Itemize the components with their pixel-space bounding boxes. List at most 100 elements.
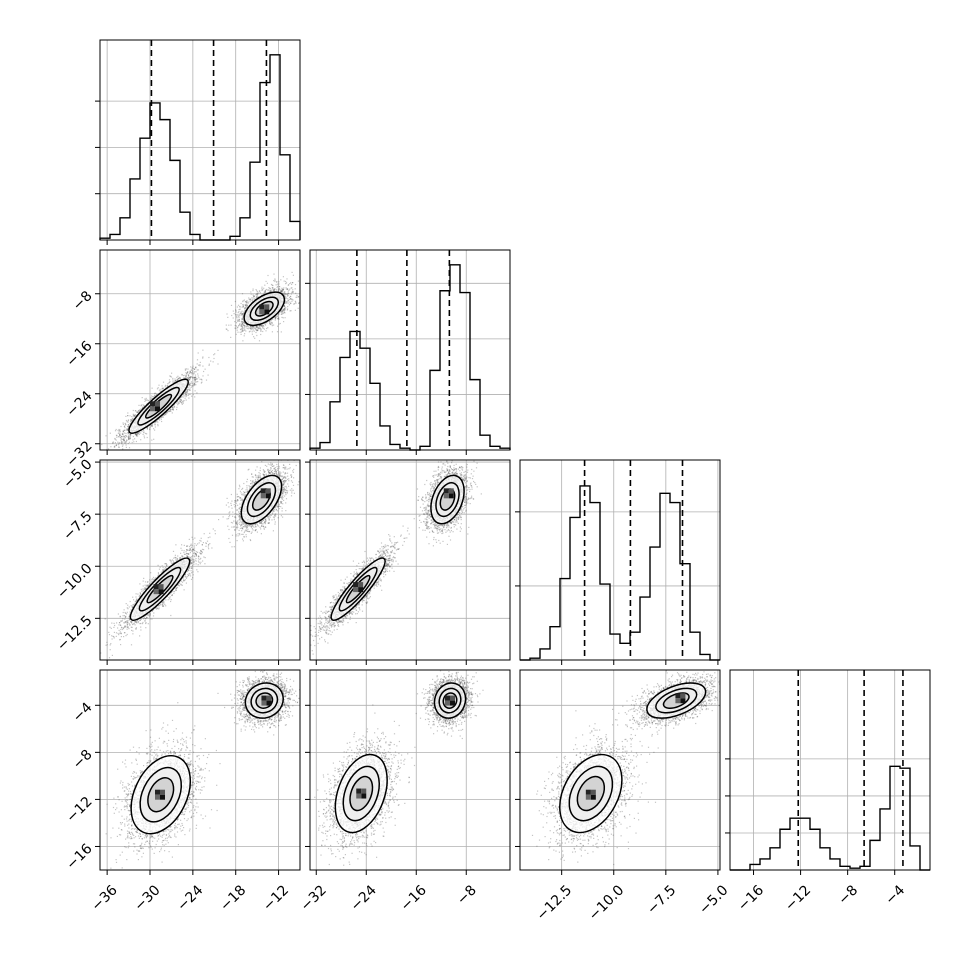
sample-point [283,287,284,288]
sample-point [289,297,290,298]
sample-point [185,370,186,371]
sample-point [240,332,241,333]
sample-point [295,293,296,294]
sample-point [162,385,163,386]
sample-point [288,290,289,291]
sample-point [269,321,270,322]
sample-point [279,286,280,287]
sample-point [158,387,159,388]
sample-point [151,395,152,396]
sample-point [174,407,175,408]
sample-point [236,322,237,323]
sample-point [161,419,162,420]
sample-point [202,350,203,351]
sample-point [238,305,239,306]
sample-point [110,446,111,447]
sample-point [246,326,247,327]
sample-point [114,447,115,448]
sample-point [120,426,121,427]
sample-point [182,404,183,405]
sample-point [294,303,295,304]
histogram-line [310,265,510,450]
sample-point [284,306,285,307]
sample-point [139,434,140,435]
sample-point [203,371,204,372]
sample-point [281,312,282,313]
sample-point [149,429,150,430]
sample-point [169,379,170,380]
sample-point [122,433,123,434]
sample-point [236,317,237,318]
sample-point [157,420,158,421]
sample-point [183,403,184,404]
sample-point [292,282,293,283]
sample-point [206,380,207,381]
sample-point [291,287,292,288]
sample-point [128,424,129,425]
panel-content [100,250,301,450]
sample-point [278,324,279,325]
sample-point [153,428,154,429]
sample-point [234,321,235,322]
sample-point [148,400,149,401]
sample-point [129,447,130,448]
sample-point [142,406,143,407]
sample-point [140,433,141,434]
sample-point [126,440,127,441]
sample-point [130,421,131,422]
sample-point [249,328,250,329]
histogram-panel-0 [95,40,300,240]
sample-point [226,313,227,314]
sample-point [130,436,131,437]
sample-point [167,385,168,386]
sample-point [137,433,138,434]
sample-point [144,401,145,402]
sample-point [285,302,286,303]
sample-point [174,378,175,379]
sample-point [242,311,243,312]
sample-point [150,426,151,427]
sample-point [292,272,293,273]
sample-point [133,414,134,415]
sample-point [253,336,254,337]
sample-point [121,441,122,442]
sample-point [150,399,151,400]
sample-point [186,396,187,397]
sample-point [182,401,183,402]
sample-point [265,291,266,292]
sample-point [239,315,240,316]
sample-point [266,281,267,282]
sample-point [283,317,284,318]
sample-point [235,325,236,326]
sample-point [259,328,260,329]
sample-point [188,374,189,375]
sample-point [132,439,133,440]
sample-point [147,400,148,401]
sample-point [119,435,120,436]
sample-point [121,438,122,439]
sample-point [295,288,296,289]
sample-point [262,331,263,332]
sample-point [189,385,190,386]
sample-point [286,289,287,290]
sample-point [239,319,240,320]
sample-point [242,331,243,332]
sample-point [183,375,184,376]
sample-point [189,377,190,378]
sample-point [284,292,285,293]
histogram-panel-1 [305,250,510,450]
sample-point [144,399,145,400]
sample-point [144,436,145,437]
sample-point [185,398,186,399]
sample-point [131,416,132,417]
sample-point [141,431,142,432]
sample-point [265,330,266,331]
sample-point [288,303,289,304]
sample-point [286,278,287,279]
sample-point [155,426,156,427]
sample-point [113,441,114,442]
sample-point [187,369,188,370]
sample-point [298,281,299,282]
sample-point [292,299,293,300]
sample-point [284,281,285,282]
